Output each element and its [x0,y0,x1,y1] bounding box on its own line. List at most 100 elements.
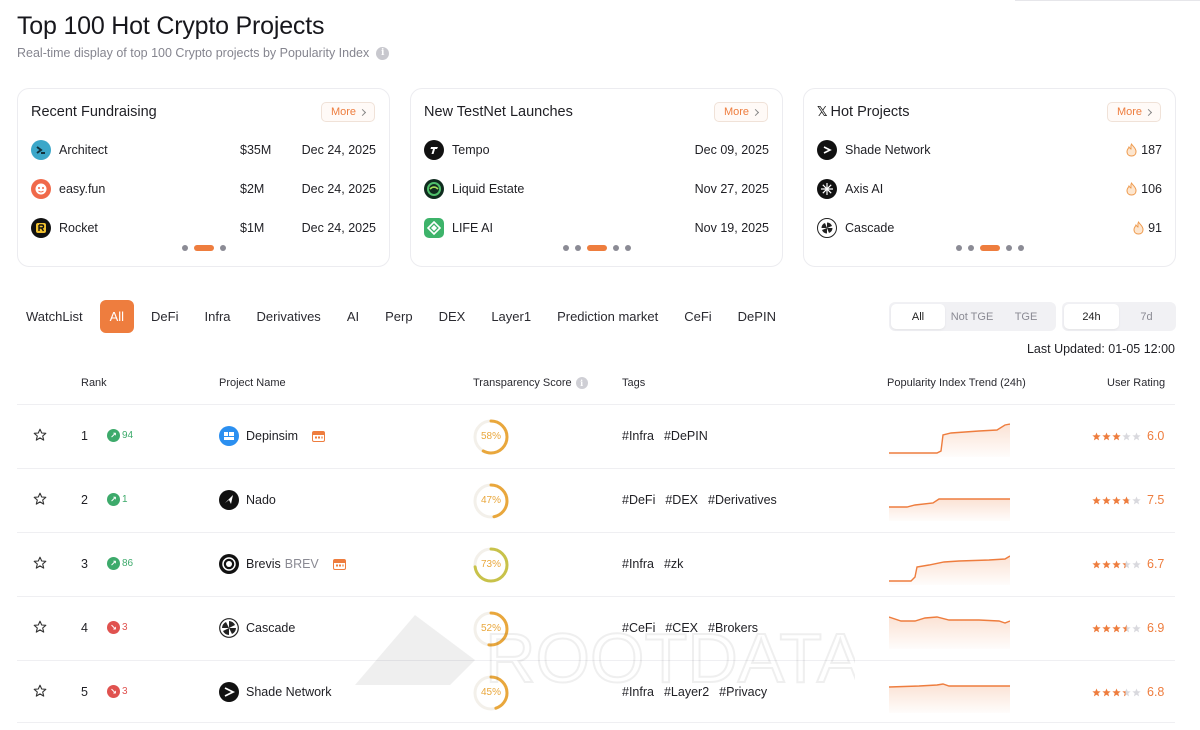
table-row[interactable]: 1 ↗ 94 Depinsim 58% #Infra #DePIN 6.0 [17,404,1175,468]
carousel-dot[interactable] [562,245,569,251]
rating-star-icon [1132,623,1141,632]
rank-number: 4 [81,621,88,635]
watchlist-star-icon[interactable] [33,620,47,634]
rating-stars [1092,495,1141,505]
carousel-dot[interactable] [967,245,974,251]
hot-count-value: 187 [1141,143,1162,157]
project-name-link[interactable]: Cascade [246,621,295,635]
rating-star-icon [1122,559,1131,568]
tag[interactable]: #DEX [665,493,698,507]
user-rating: 7.5 [1092,493,1164,507]
easyfun-logo-icon [31,179,51,199]
fundraising-row[interactable]: easy.fun $2M Dec 24, 2025 [31,178,376,200]
info-icon[interactable]: i [376,46,390,60]
project-name: Cascade [246,621,296,635]
tge-option-not-tge[interactable]: Not TGE [950,310,994,323]
tab-dex[interactable]: DEX [438,309,466,324]
tab-ai[interactable]: AI [346,309,360,324]
tag[interactable]: #DePIN [663,429,708,443]
tag[interactable]: #CEX [665,621,698,635]
tag[interactable]: #zk [663,557,684,571]
rating-star-icon [1102,431,1111,440]
date: Dec 24, 2025 [301,182,376,196]
tab-infra[interactable]: Infra [204,309,231,324]
tab-all[interactable]: All [99,300,135,333]
tag[interactable]: #Infra [622,685,654,699]
header-user-rating[interactable]: User Rating [1107,377,1166,389]
hot-project-row[interactable]: Shade Network 187 [817,139,1162,161]
table-row[interactable]: 3 ↗ 86 Brevis BREV 73% #Infra #zk 6.7 [17,532,1175,596]
watchlist-star-icon[interactable] [33,428,47,442]
carousel-dot[interactable] [1017,245,1024,251]
tge-option-tge[interactable]: TGE [1014,310,1038,323]
tag[interactable]: #CeFi [622,621,656,635]
project-name-link[interactable]: Shade Network [246,685,331,699]
tab-depin[interactable]: DePIN [737,309,776,324]
period-option-7d[interactable]: 7d [1140,310,1153,323]
carousel-dot[interactable] [955,245,962,251]
tag[interactable]: #Layer2 [663,685,710,699]
tab-defi[interactable]: DeFi [151,309,179,324]
carousel-dot[interactable] [624,245,631,251]
tge-option-all[interactable]: All [891,304,945,329]
rating-star-icon [1102,495,1111,504]
table-row[interactable]: 4 ↘ 3 Cascade 52% #CeFi #CEX #Brokers 6.9 [17,596,1175,660]
transparency-score-value: 58% [480,431,501,442]
watchlist-star-icon[interactable] [33,492,47,506]
arrow-down-right-icon: ↘ [107,621,120,634]
testnet-row[interactable]: LIFE AI Nov 19, 2025 [424,217,769,239]
carousel-dot-active[interactable] [586,245,607,251]
tab-perp[interactable]: Perp [385,309,413,324]
more-button[interactable]: More [713,102,768,122]
period-option-24h[interactable]: 24h [1064,304,1119,329]
hot-project-row[interactable]: Axis AI 106 [817,178,1162,200]
tab-cefi[interactable]: CeFi [684,309,712,324]
rating-star-icon [1122,623,1131,632]
carousel-dot[interactable] [219,245,226,251]
hot-project-row[interactable]: Cascade 91 [817,217,1162,239]
project-name-link[interactable]: Nado [246,493,276,507]
carousel-dot[interactable] [181,245,188,251]
date: Nov 27, 2025 [694,182,769,196]
user-rating: 6.7 [1092,557,1164,571]
tab-prediction-market[interactable]: Prediction market [557,309,659,324]
tab-layer1[interactable]: Layer1 [491,309,532,324]
trend-area [889,424,1010,457]
tab-watchlist[interactable]: WatchList [26,309,83,324]
carousel-dot[interactable] [574,245,581,251]
tag[interactable]: #Derivatives [708,493,777,507]
more-button[interactable]: More [320,102,375,122]
rating-stars [1092,687,1141,697]
project-name-link[interactable]: Brevis BREV [246,557,346,571]
tag[interactable]: #Privacy [719,685,768,699]
tag[interactable]: #Infra [622,429,654,443]
carousel-dot[interactable] [1005,245,1012,251]
rating-star-icon [1132,495,1141,504]
tag-list: #Infra #zk [622,557,683,571]
user-rating: 6.8 [1092,685,1164,699]
carousel-dot[interactable] [612,245,619,251]
tag[interactable]: #Infra [622,557,654,571]
table-row[interactable]: 2 ↗ 1 Nado 47% #DeFi #DEX #Derivatives 7.5 [17,468,1175,532]
carousel-dot-active[interactable] [193,245,214,251]
fundraising-row[interactable]: Rocket $1M Dec 24, 2025 [31,217,376,239]
tag[interactable]: #Brokers [708,621,759,635]
carousel-dot-active[interactable] [979,245,1000,251]
testnet-row[interactable]: Tempo Dec 09, 2025 [424,139,769,161]
more-button[interactable]: More [1106,102,1161,122]
watchlist-star-icon[interactable] [33,556,47,570]
fundraising-row[interactable]: Architect $35M Dec 24, 2025 [31,139,376,161]
hot-count: 91 [1132,221,1162,235]
info-icon[interactable]: i [575,377,588,389]
rating-value: 6.9 [1147,621,1165,635]
tab-derivatives[interactable]: Derivatives [256,309,321,324]
watchlist-star-icon[interactable] [33,684,47,698]
tag[interactable]: #DeFi [622,493,656,507]
project-name-link[interactable]: Depinsim [246,429,326,443]
testnet-row[interactable]: Liquid Estate Nov 27, 2025 [424,178,769,200]
transparency-score-value: 52% [480,623,501,634]
recent-fundraising-card: Recent Fundraising More Architect $35M D… [17,88,390,267]
more-label: More [1116,106,1142,118]
table-row[interactable]: 5 ↘ 3 Shade Network 45% #Infra #Layer2 #Privacy… [17,660,1175,724]
depinsim-logo-icon [219,426,239,446]
